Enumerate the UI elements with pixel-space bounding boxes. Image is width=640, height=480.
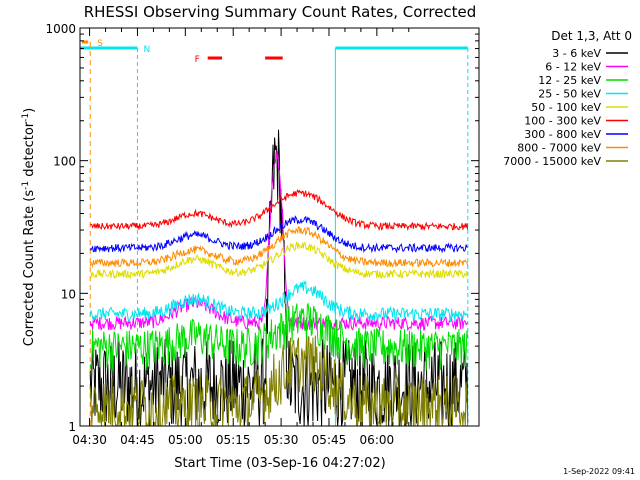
series-line-0 <box>89 129 469 426</box>
night-label: N <box>143 45 150 55</box>
series-line-2 <box>89 302 469 371</box>
series-line-1 <box>89 151 468 332</box>
x-tick-label: 04:30 <box>72 433 107 447</box>
legend-label: 300 - 800 keV <box>524 128 601 141</box>
series-line-3 <box>89 279 469 323</box>
y-tick-label: 1 <box>68 420 76 434</box>
legend-label: 3 - 6 keV <box>552 47 601 60</box>
series-line-5 <box>89 189 469 232</box>
y-tick-label: 10 <box>61 287 76 301</box>
x-tick-label: 05:45 <box>312 433 347 447</box>
y-tick-label: 1000 <box>45 22 76 36</box>
series-line-6 <box>89 215 468 254</box>
x-axis-label: Start Time (03-Sep-16 04:27:02) <box>174 456 385 471</box>
x-tick-label: 05:00 <box>168 433 203 447</box>
series-layer <box>89 129 469 426</box>
series-line-4 <box>89 241 468 280</box>
series-line-7 <box>89 225 469 269</box>
x-tick-label: 06:00 <box>360 433 395 447</box>
legend-label: 100 - 300 keV <box>524 115 601 128</box>
legend-label: 25 - 50 keV <box>538 88 601 101</box>
legend-label: 6 - 12 keV <box>545 61 601 74</box>
observing-flags-layer: S N F <box>80 39 469 426</box>
flare-label: F <box>195 55 200 65</box>
x-tick-label: 05:30 <box>264 433 299 447</box>
y-tick-label: 100 <box>53 155 76 169</box>
y-axis-label: Corrected Count Rate (s-1 detector-1) <box>21 108 37 346</box>
legend-label: 800 - 7000 keV <box>517 142 601 155</box>
x-tick-label: 05:15 <box>216 433 251 447</box>
legend-label: 50 - 100 keV <box>531 101 601 114</box>
chart-title: RHESSI Observing Summary Count Rates, Co… <box>84 3 477 21</box>
generation-timestamp: 1-Sep-2022 09:41 <box>563 467 635 476</box>
legend-header: Det 1,3, Att 0 <box>551 29 632 43</box>
legend-label: 7000 - 15000 keV <box>503 155 601 168</box>
series-line-8 <box>89 335 469 426</box>
x-tick-label: 04:45 <box>120 433 155 447</box>
axes: 04:30 04:45 05:00 05:15 05:30 05:45 06:00 1 10 10… <box>45 22 479 447</box>
legend-label: 12 - 25 keV <box>538 74 601 87</box>
plot-frame <box>79 27 480 427</box>
saa-label: S <box>97 39 103 49</box>
plot-area: S N F 04:30 04:45 05:00 05:15 05:30 05:45 06:00 1… <box>45 22 480 447</box>
